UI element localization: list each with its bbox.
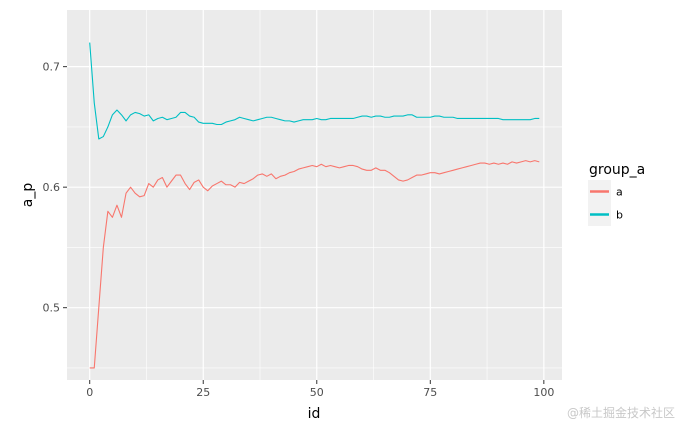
legend-title: group_a <box>589 162 645 178</box>
x-axis-title: id <box>308 406 321 422</box>
x-tick-label: 75 <box>423 386 437 399</box>
series-lines <box>89 42 540 369</box>
legend-label-b: b <box>616 209 623 222</box>
x-tick-label: 100 <box>533 386 554 399</box>
minor-gridlines <box>67 10 562 380</box>
legend: group_a ab <box>588 162 645 226</box>
plot-panel <box>67 10 562 380</box>
x-tick-label: 50 <box>310 386 324 399</box>
series-line-b <box>89 42 540 140</box>
series-line-a <box>89 160 540 369</box>
watermark-text: @稀土掘金技术社区 <box>567 405 675 420</box>
y-tick-label: 0.7 <box>43 61 61 74</box>
y-axis-title: a_p <box>20 183 36 208</box>
x-tick-label: 25 <box>196 386 210 399</box>
y-tick-label: 0.5 <box>43 302 61 315</box>
y-axis-ticks: 0.5 0.6 0.7 <box>43 61 67 315</box>
legend-label-a: a <box>616 186 623 199</box>
x-axis-ticks: 0 25 50 75 100 <box>86 380 554 399</box>
x-tick-label: 0 <box>86 386 93 399</box>
major-gridlines <box>67 10 562 380</box>
y-tick-label: 0.6 <box>43 181 61 194</box>
